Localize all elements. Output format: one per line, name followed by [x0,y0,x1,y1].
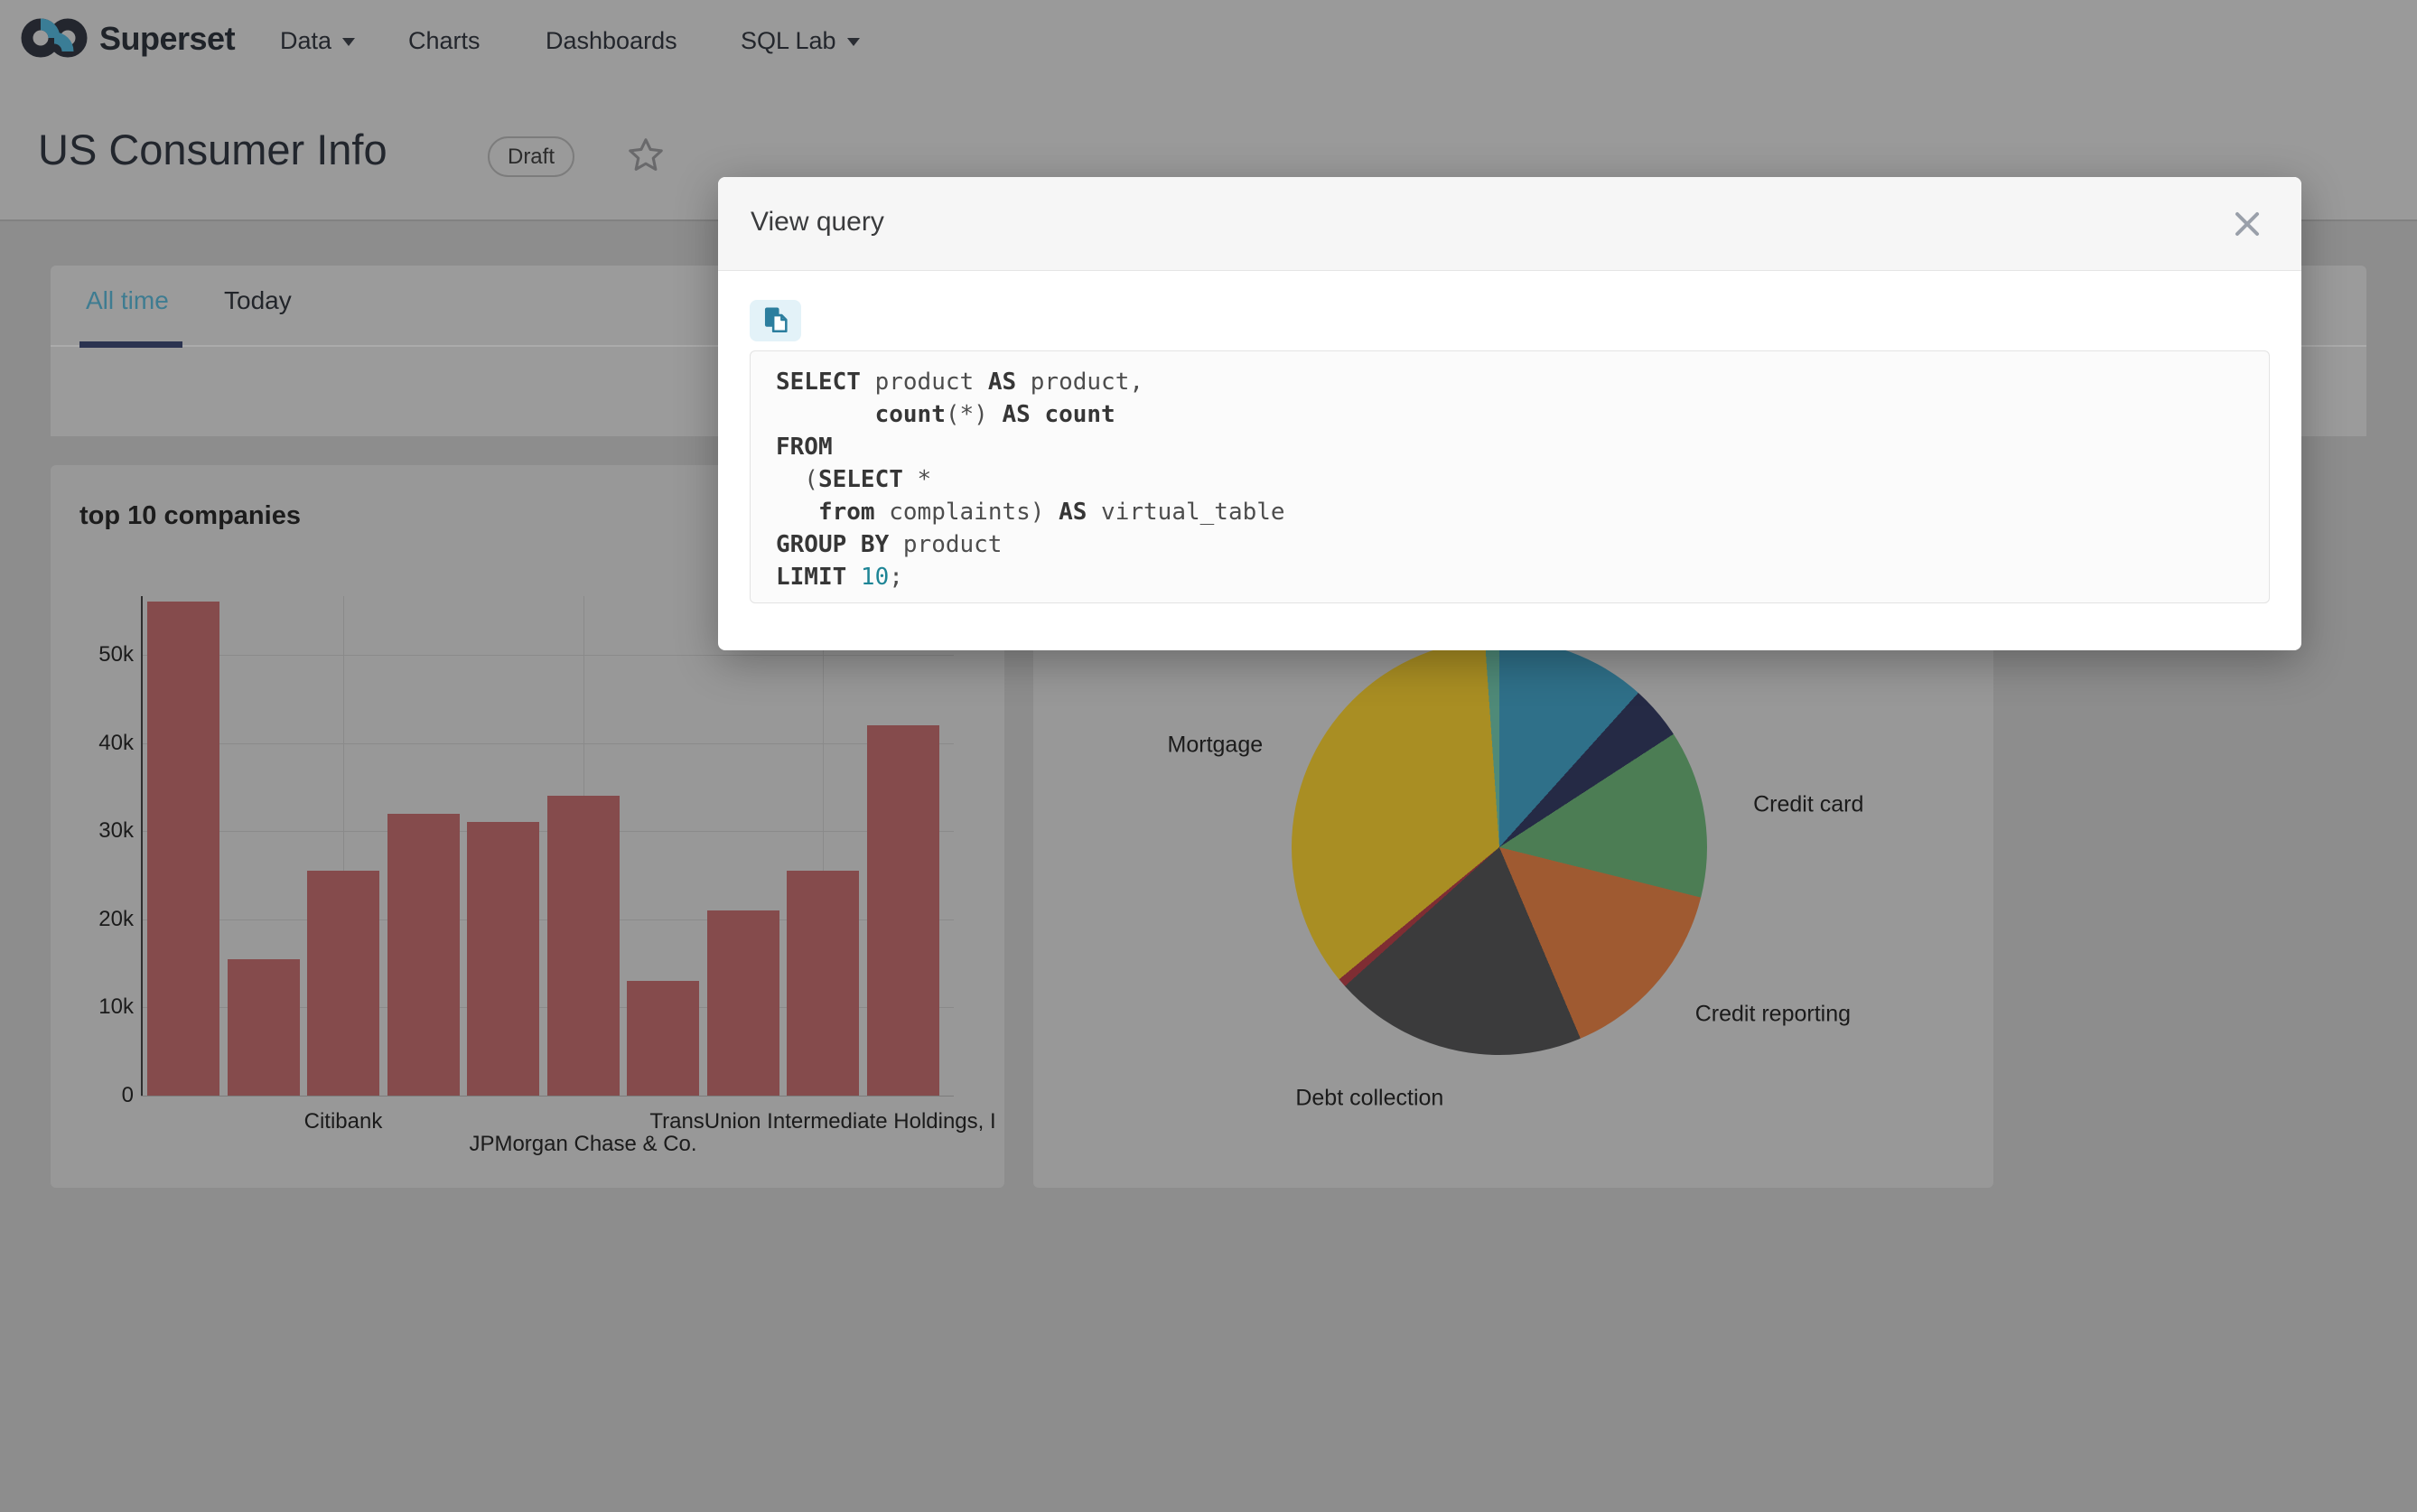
nav-item-data[interactable]: Data [280,27,356,55]
caret-down-icon [846,38,860,47]
y-axis-label: 0 [121,1083,134,1107]
bar[interactable] [467,822,539,1096]
chart-title: top 10 companies [79,501,301,530]
pie[interactable] [1292,639,1707,1055]
bar[interactable] [787,871,859,1096]
y-axis-label: 10k [98,994,134,1020]
gridline [141,655,954,656]
pie-slice-label: Credit card [1753,791,1864,817]
superset-logo-icon[interactable] [18,13,90,63]
nav-item-charts[interactable]: Charts [408,27,481,54]
pie-slice-label: Mortgage [1167,732,1264,758]
x-axis-label: TransUnion Intermediate Holdings, I [649,1109,996,1134]
bar[interactable] [706,910,779,1096]
gridline [343,596,344,1096]
gridline [141,1096,954,1097]
draft-badge[interactable]: Draft [488,136,574,177]
modal-header: View query [718,177,2301,271]
y-axis-label: 40k [98,730,134,755]
star-icon[interactable] [626,135,666,175]
page-title: US Consumer Info [38,126,387,173]
pie-slice-label: Debt collection [1295,1085,1444,1111]
gridline [141,742,954,744]
sql-query-code: SELECT product AS product, count(*) AS c… [750,350,2270,603]
bar[interactable] [866,725,939,1096]
bar[interactable] [307,871,379,1096]
x-axis-label: JPMorgan Chase & Co. [469,1132,697,1156]
y-axis-line [141,596,143,1096]
pie-chart: Credit card Credit reporting Debt collecti… [1033,465,1993,1188]
brand-name[interactable]: Superset [99,20,236,57]
nav-item-sql-lab[interactable]: SQL Lab [741,27,860,55]
bar[interactable] [147,602,219,1096]
bar[interactable] [546,796,620,1096]
copy-icon [761,304,791,338]
gridline [823,596,824,1096]
copy-button[interactable] [750,300,801,341]
bar[interactable] [227,958,300,1096]
y-axis-label: 20k [98,906,134,931]
view-query-modal: View query SELECT product AS product, co… [718,177,2301,650]
bar[interactable] [627,981,699,1096]
x-axis-label: Citibank [303,1109,383,1134]
close-icon[interactable] [2229,206,2265,242]
y-axis-label: 50k [98,642,134,667]
nav-item-dashboards[interactable]: Dashboards [546,27,677,54]
caret-down-icon [342,38,356,47]
y-axis-label: 30k [98,818,134,844]
bar[interactable] [387,813,460,1096]
tab-all-time[interactable]: All time [86,286,169,314]
pie-slice-label: Credit reporting [1694,1001,1852,1027]
tab-today[interactable]: Today [224,286,292,314]
modal-title: View query [751,207,884,237]
active-tab-indicator [79,341,182,348]
bar-chart: 0 10k 20k 30k 40k 50k Citibank JPMorgan Chase &… [51,465,1004,1188]
